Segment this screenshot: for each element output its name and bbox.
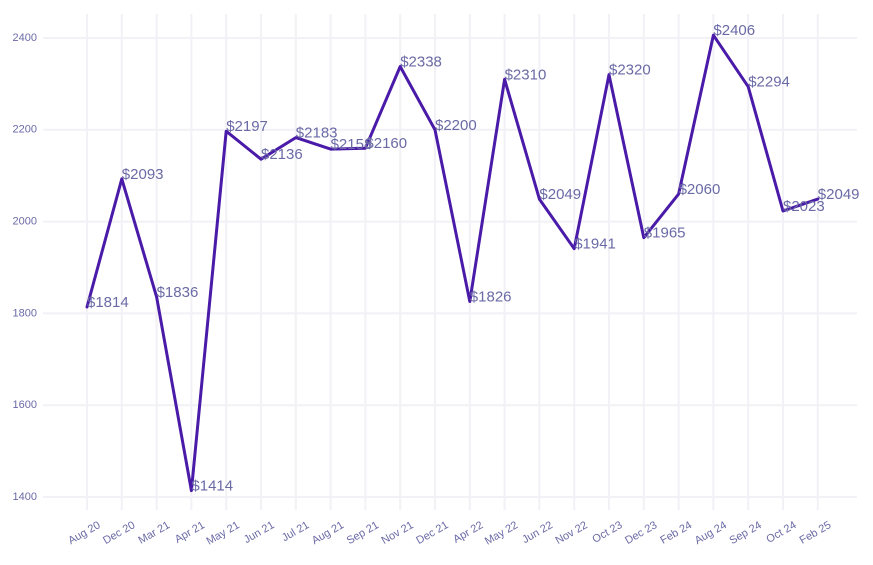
x-tick-label: Apr 22 <box>451 519 485 546</box>
x-tick-label: Mar 21 <box>136 519 172 547</box>
x-tick-label: Aug 24 <box>693 519 729 547</box>
data-label: $1965 <box>644 225 686 242</box>
data-label: $2310 <box>505 66 547 83</box>
data-label: $2338 <box>400 53 442 70</box>
x-tick-label: Oct 24 <box>764 519 798 546</box>
x-tick-label: May 21 <box>204 519 241 547</box>
y-tick-label: 2400 <box>13 32 37 44</box>
series-line <box>85 33 820 493</box>
data-label: $2294 <box>748 74 790 91</box>
data-label: $2060 <box>679 181 721 198</box>
series-layer <box>85 33 820 493</box>
x-tick-label: Nov 21 <box>380 519 416 547</box>
x-tick-label: Dec 21 <box>414 519 450 547</box>
data-label-layer: $1814 $2093 $1836 $1414 $2197 $2136 $2183$2158… <box>87 22 860 494</box>
x-tick-label: Jun 21 <box>242 519 277 546</box>
x-tick-label: Sep 24 <box>727 519 763 547</box>
data-label: $2023 <box>783 198 825 215</box>
y-tick-label: 1600 <box>13 399 37 411</box>
data-label: $1836 <box>157 284 199 301</box>
x-tick-label: Dec 23 <box>623 519 659 547</box>
x-tick-label: Feb 25 <box>798 519 834 547</box>
x-tick-label: Feb 24 <box>658 519 694 547</box>
y-tick-label: 2000 <box>13 216 37 228</box>
data-label: $2049 <box>539 186 581 203</box>
data-label: $2160 <box>365 135 407 152</box>
x-tick-label: Aug 21 <box>310 519 346 547</box>
data-label: $1941 <box>574 236 616 253</box>
data-label: $1414 <box>191 478 233 495</box>
y-tick-label: 1800 <box>13 307 37 319</box>
x-tick-label: Sep 21 <box>345 519 381 547</box>
x-tick-label: Oct 23 <box>590 519 624 546</box>
x-tick-label: Jul 21 <box>280 519 311 544</box>
data-label: $1826 <box>470 288 512 305</box>
data-label: $2406 <box>713 22 755 39</box>
x-tick-label: Apr 21 <box>173 519 207 546</box>
x-tick-label: May 22 <box>483 519 520 547</box>
data-label: $2200 <box>435 117 477 134</box>
data-label: $2320 <box>609 62 651 79</box>
data-label: $1814 <box>87 294 129 311</box>
data-label: $2049 <box>818 186 860 203</box>
grid-layer <box>43 14 857 510</box>
data-label: $2093 <box>122 166 164 183</box>
y-tick-label: 1400 <box>13 491 37 503</box>
y-tick-label: 2200 <box>13 124 37 136</box>
x-tick-label: Nov 22 <box>554 519 590 547</box>
x-tick-label: Aug 20 <box>66 519 102 547</box>
x-tick-label: Dec 20 <box>101 519 137 547</box>
data-label: $2197 <box>226 118 268 135</box>
data-label: $2183 <box>296 125 338 142</box>
data-label: $2158 <box>331 136 373 153</box>
data-label: $2136 <box>261 146 303 163</box>
x-tick-label: Jun 22 <box>520 519 555 546</box>
y-axis-tick-labels: 1400 1600 1800 2000 2200 2400 <box>13 32 37 503</box>
